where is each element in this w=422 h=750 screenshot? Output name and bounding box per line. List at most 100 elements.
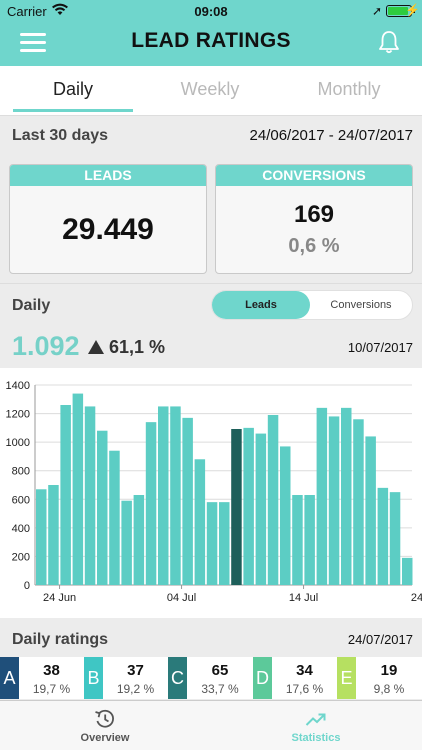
bar[interactable] xyxy=(219,502,230,585)
bar[interactable] xyxy=(133,495,145,585)
conversions-total: 169 xyxy=(293,201,335,228)
nav-label: Statistics xyxy=(291,732,341,744)
bar[interactable] xyxy=(182,417,193,585)
y-tick-label: 400 xyxy=(12,523,30,535)
y-tick-label: 600 xyxy=(12,494,30,506)
triangle-up-icon xyxy=(88,340,104,354)
bar[interactable] xyxy=(365,436,376,585)
date-range-row: Last 30 days 24/06/2017 - 24/07/2017 xyxy=(0,117,422,155)
daily-section: Daily Leads Conversions 1.092 61,1 % 10/… xyxy=(0,283,422,367)
location-icon: ➚ xyxy=(371,4,382,18)
leads-card-title: LEADS xyxy=(10,165,206,186)
hamburger-icon[interactable] xyxy=(20,31,48,53)
bar[interactable] xyxy=(255,433,267,585)
bar[interactable] xyxy=(170,406,181,585)
tab-daily[interactable]: Daily xyxy=(52,79,93,99)
bar[interactable] xyxy=(158,406,169,585)
bar[interactable] xyxy=(389,492,401,585)
wifi-icon xyxy=(52,3,68,15)
tab-weekly[interactable]: Weekly xyxy=(180,79,240,99)
daily-label: Daily xyxy=(12,297,51,314)
bar[interactable] xyxy=(353,419,364,585)
leads-total: 29.449 xyxy=(62,213,154,246)
bell-icon[interactable] xyxy=(378,30,400,54)
tab-monthly[interactable]: Monthly xyxy=(317,79,381,99)
ratings-title: Daily ratings xyxy=(12,631,109,648)
selected-day-value: 1.092 xyxy=(12,331,80,361)
range-label: Last 30 days xyxy=(12,127,109,144)
bar[interactable] xyxy=(109,450,120,585)
conversions-card-title: CONVERSIONS xyxy=(216,165,412,186)
bar[interactable] xyxy=(60,405,71,585)
rating-percent: 33,7 % xyxy=(201,682,239,696)
period-tabs: Daily Weekly Monthly xyxy=(0,66,422,116)
rating-percent: 17,6 % xyxy=(285,682,324,696)
bottom-nav: Overview Statistics xyxy=(0,700,422,750)
ratings-header: Daily ratings 24/07/2017 xyxy=(0,621,422,657)
bar[interactable] xyxy=(121,500,132,585)
bar[interactable] xyxy=(36,489,47,585)
rating-c[interactable]: C 65 33,7 % xyxy=(168,657,253,699)
toggle-conversions[interactable]: Conversions xyxy=(330,299,392,311)
bar[interactable] xyxy=(316,407,328,585)
bar-chart[interactable]: 0 200 400 600 800 1000 1200 1400 24 Jun 04 Jul 14 … xyxy=(0,368,422,618)
carrier-label: Carrier xyxy=(7,4,47,19)
bar[interactable] xyxy=(243,427,254,585)
bar[interactable] xyxy=(194,459,206,585)
bar[interactable] xyxy=(341,407,352,585)
bar[interactable] xyxy=(145,422,157,585)
bar[interactable] xyxy=(84,406,96,585)
rating-letter: B xyxy=(84,657,103,699)
rating-letter: D xyxy=(253,657,272,699)
clock: 09:08 xyxy=(194,4,228,19)
leads-card: LEADS 29.449 xyxy=(9,164,207,274)
conversions-card: CONVERSIONS 169 0,6 % xyxy=(215,164,413,274)
bar[interactable] xyxy=(402,557,413,585)
rating-count: 38 xyxy=(43,662,60,679)
toggle-leads[interactable]: Leads xyxy=(212,291,310,319)
y-tick-label: 1000 xyxy=(6,437,30,449)
rating-d[interactable]: D 34 17,6 % xyxy=(253,657,337,699)
charging-icon: ⚡ xyxy=(405,3,420,17)
y-tick-label: 800 xyxy=(12,466,30,478)
bar[interactable] xyxy=(97,430,108,585)
bar[interactable] xyxy=(304,495,315,585)
y-tick-label: 0 xyxy=(24,580,30,592)
bar[interactable] xyxy=(72,393,84,585)
trend-percent: 61,1 % xyxy=(109,337,166,357)
x-tick-label: 04 Jul xyxy=(167,592,196,604)
nav-overview[interactable]: Overview xyxy=(50,701,160,750)
rating-count: 37 xyxy=(127,662,144,679)
y-tick-label: 1200 xyxy=(6,409,30,421)
rating-letter: E xyxy=(337,657,356,699)
rating-b[interactable]: B 37 19,2 % xyxy=(84,657,168,699)
y-tick-label: 200 xyxy=(12,551,30,563)
status-bar: Carrier 09:08 ➚ ⚡ xyxy=(0,0,422,22)
bar[interactable] xyxy=(231,429,242,585)
x-tick-label: 24 Jul xyxy=(411,592,422,604)
rating-percent: 9,8 % xyxy=(373,682,405,696)
rating-e[interactable]: E 19 9,8 % xyxy=(337,657,422,699)
rating-count: 65 xyxy=(211,662,229,679)
bar[interactable] xyxy=(292,495,303,585)
bar[interactable] xyxy=(328,416,340,585)
rating-percent: 19,2 % xyxy=(116,682,155,696)
bar[interactable] xyxy=(48,485,59,585)
nav-statistics[interactable]: Statistics xyxy=(261,701,371,750)
daily-leads-chart: 0 200 400 600 800 1000 1200 1400 24 Jun 04 Jul 14 … xyxy=(0,368,422,618)
bar[interactable] xyxy=(280,446,291,585)
bar[interactable] xyxy=(206,502,218,585)
range-dates[interactable]: 24/06/2017 - 24/07/2017 xyxy=(249,127,413,144)
rating-percent: 19,7 % xyxy=(32,682,71,696)
battery-icon xyxy=(386,5,415,17)
metric-toggle: Leads Conversions xyxy=(211,290,413,320)
selected-date: 10/07/2017 xyxy=(347,340,413,355)
rating-a[interactable]: A 38 19,7 % xyxy=(0,657,84,699)
app-header: Carrier 09:08 ➚ ⚡ LEAD RATINGS xyxy=(0,0,422,66)
bar[interactable] xyxy=(267,415,279,585)
bar[interactable] xyxy=(377,487,389,585)
ratings-strip: A 38 19,7 % B 37 19,2 % C 65 33,7 % D 34… xyxy=(0,657,422,699)
history-icon xyxy=(95,709,114,728)
active-tab-indicator xyxy=(13,109,133,112)
x-tick-label: 14 Jul xyxy=(289,592,318,604)
